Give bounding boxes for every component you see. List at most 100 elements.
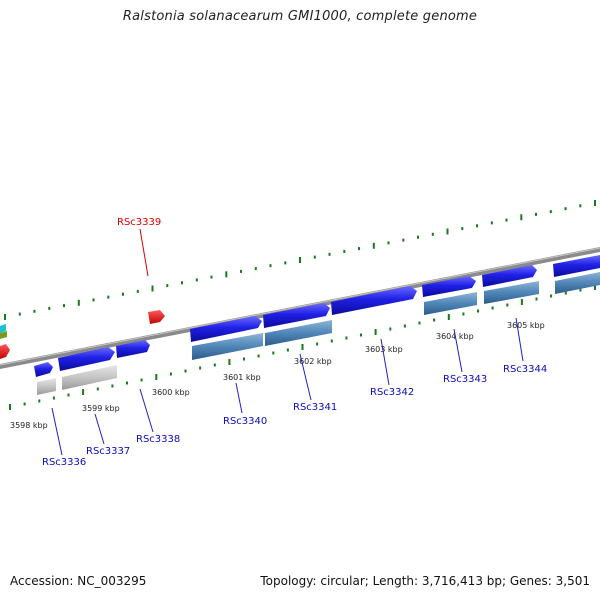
upper-track-tick	[446, 228, 449, 235]
gene-label-rsc3337[interactable]: RSc3337	[86, 446, 130, 457]
upper-track-tick	[549, 210, 552, 214]
gene-arrow-rsc3342[interactable]	[331, 286, 417, 315]
lower-track-tick	[374, 329, 377, 335]
lower-track-tick	[169, 372, 172, 376]
gene-arrow-rsc3339[interactable]	[148, 310, 165, 324]
gene-arrow-offscreen[interactable]	[553, 255, 600, 277]
upper-track-tick	[490, 221, 493, 225]
lower-track-tick	[228, 359, 231, 365]
gene-arrow-rsc3343[interactable]	[422, 276, 476, 297]
cds-bar-rsc3336[interactable]	[37, 378, 56, 395]
lower-track-tick	[286, 348, 289, 352]
upper-track-tick	[505, 218, 508, 222]
scale-label-3598: 3598 kbp	[10, 421, 48, 430]
upper-track-tick	[166, 284, 169, 288]
upper-track-tick	[564, 207, 567, 211]
gene-label-rsc3343[interactable]: RSc3343	[443, 374, 487, 385]
gene-arrow-rsc3344[interactable]	[482, 265, 537, 287]
cds-bar-rsc3340[interactable]	[192, 333, 263, 360]
gene-arrow-rsc3337[interactable]	[58, 347, 115, 371]
upper-track-tick	[461, 227, 464, 231]
lower-track-tick	[330, 339, 333, 343]
scale-label-3601: 3601 kbp	[223, 373, 261, 382]
cds-bar-rsc3344[interactable]	[484, 281, 539, 304]
edge-feature-cyan[interactable]	[0, 324, 6, 333]
scale-label-3602: 3602 kbp	[294, 357, 332, 366]
map-title: Ralstonia solanacearum GMI1000, complete…	[122, 9, 478, 24]
gene-arrow-rsc3340[interactable]	[190, 316, 262, 342]
cds-bar-rsc3337[interactable]	[62, 365, 117, 390]
lower-track-tick	[477, 309, 479, 313]
lower-track-tick	[52, 396, 55, 400]
callout-rsc3336	[51, 407, 63, 456]
upper-track-tick	[210, 275, 213, 279]
scale-label-3599: 3599 kbp	[82, 404, 120, 413]
gene-arrow-rsc3338[interactable]	[116, 340, 150, 358]
upper-track-tick	[18, 312, 21, 316]
upper-track-tick	[269, 264, 272, 268]
lower-track-tick	[9, 404, 11, 410]
lower-track-tick	[257, 354, 260, 358]
callout-rsc3344	[515, 317, 524, 362]
edge-feature-green[interactable]	[0, 331, 7, 339]
upper-track-tick	[181, 281, 183, 285]
lower-track-tick	[67, 393, 70, 397]
callout-rsc3339	[139, 228, 149, 277]
lower-track-tick	[403, 324, 406, 328]
gene-label-rsc3339[interactable]: RSc3339	[117, 217, 161, 228]
edge-feature-red[interactable]	[0, 344, 10, 359]
upper-track-tick	[299, 257, 301, 263]
upper-track-tick	[77, 299, 80, 306]
upper-track-tick	[535, 212, 537, 216]
upper-track-tick	[254, 267, 257, 271]
upper-track-tick	[122, 292, 124, 296]
lower-track-tick	[462, 312, 465, 316]
upper-track-tick	[4, 314, 6, 320]
upper-track-tick	[476, 224, 478, 228]
cds-bar-offscreen[interactable]	[555, 272, 600, 294]
gene-label-rsc3336[interactable]: RSc3336	[42, 457, 86, 468]
gene-arrow-rsc3341[interactable]	[263, 303, 330, 328]
upper-track-tick	[402, 238, 405, 242]
lower-track-tick	[155, 374, 158, 380]
gene-label-rsc3341[interactable]: RSc3341	[293, 402, 337, 413]
upper-track-tick	[520, 214, 523, 221]
lower-track-tick	[23, 402, 26, 406]
gene-arrow-rsc3336[interactable]	[34, 362, 53, 377]
cds-bar-rsc3343[interactable]	[424, 292, 477, 315]
lower-track-tick	[447, 314, 450, 320]
upper-track-tick	[225, 271, 228, 278]
lower-track-tick	[272, 351, 275, 355]
lower-track-tick	[111, 384, 114, 388]
callout-rsc3340	[235, 382, 243, 414]
gene-label-rsc3340[interactable]: RSc3340	[223, 416, 267, 427]
lower-track-tick	[579, 288, 582, 292]
upper-track-tick	[417, 235, 419, 239]
gene-label-rsc3338[interactable]: RSc3338	[136, 434, 180, 445]
lower-track-tick	[38, 399, 41, 403]
lower-track-tick	[520, 299, 523, 305]
scale-label-3605: 3605 kbp	[507, 321, 545, 330]
scale-label-3600: 3600 kbp	[152, 388, 190, 397]
upper-track-tick	[343, 249, 346, 253]
upper-track-tick	[195, 278, 198, 282]
upper-track-tick	[136, 289, 139, 293]
lower-tick-track	[9, 284, 596, 410]
upper-track-tick	[107, 295, 110, 299]
label-callouts	[51, 317, 524, 456]
lower-track-tick	[316, 342, 319, 346]
upper-track-tick	[358, 247, 360, 251]
gene-label-rsc3342[interactable]: RSc3342	[370, 387, 414, 398]
upper-track-tick	[33, 309, 36, 313]
genome-backbone-highlight	[0, 247, 600, 366]
callout-rsc3337	[94, 413, 105, 445]
callout-rsc3342	[380, 338, 390, 386]
lower-track-tick	[96, 387, 99, 391]
upper-track-tick	[151, 285, 154, 292]
cds-bar-rsc3341[interactable]	[265, 320, 332, 346]
lower-track-tick	[243, 357, 245, 361]
gene-label-rsc3344[interactable]: RSc3344	[503, 364, 547, 375]
upper-track-tick	[328, 252, 331, 256]
